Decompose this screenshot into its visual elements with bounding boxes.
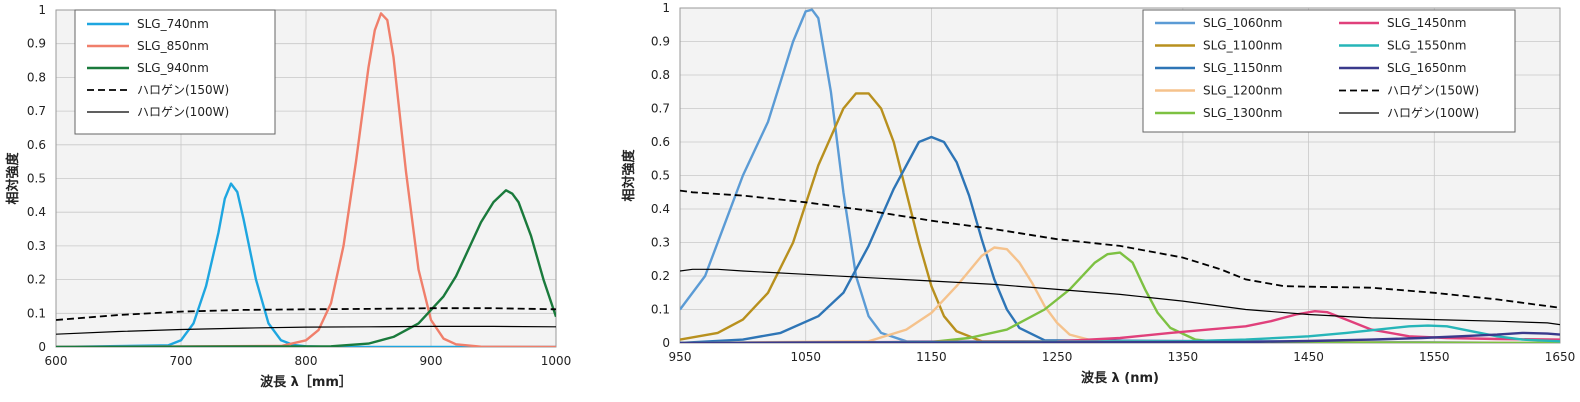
legend-box-0 xyxy=(74,9,276,135)
x-tick-label-0-2: 800 xyxy=(295,354,318,368)
x-tick-label-1-0: 950 xyxy=(669,350,692,364)
series-line-0-2 xyxy=(56,189,556,347)
y-tick-label-1-3: 0.3 xyxy=(651,236,670,250)
legend-label-0-0: SLG_740nm xyxy=(137,17,209,31)
series-line-1-6 xyxy=(680,324,1560,343)
y-tick-label-0-2: 0.2 xyxy=(27,273,46,287)
legend-label-1-4: SLG_1300nm xyxy=(1203,106,1282,120)
x-tick-label-1-3: 1250 xyxy=(1042,350,1073,364)
y-tick-label-0-8: 0.8 xyxy=(27,70,46,84)
x-tick-label-1-2: 1150 xyxy=(916,350,947,364)
series-line-0-1 xyxy=(56,12,556,347)
y-tick-label-0-6: 0.6 xyxy=(27,138,46,152)
y-tick-label-1-1: 0.1 xyxy=(651,303,670,317)
y-tick-label-0-3: 0.3 xyxy=(27,239,46,253)
legend-label-1-1: SLG_1100nm xyxy=(1203,39,1282,53)
series-line-0-3 xyxy=(56,307,556,321)
legend-label-1-9: ハロゲン(100W) xyxy=(1387,106,1479,120)
x-tick-label-1-7: 1650 xyxy=(1545,350,1576,364)
y-tick-label-0-0: 0 xyxy=(38,340,46,354)
x-tick-label-1-5: 1450 xyxy=(1293,350,1324,364)
y-axis-title-0: 相対強度 xyxy=(5,152,21,205)
legend-label-1-8: ハロゲン(150W) xyxy=(1387,84,1479,98)
y-tick-label-1-9: 0.9 xyxy=(651,35,670,49)
series-line-1-2 xyxy=(680,135,1560,343)
y-tick-label-0-10: 1 xyxy=(38,3,46,17)
legend-label-1-5: SLG_1450nm xyxy=(1387,16,1466,30)
y-tick-label-1-10: 1 xyxy=(662,1,670,15)
y-tick-label-1-4: 0.4 xyxy=(651,202,670,216)
x-tick-label-0-3: 900 xyxy=(420,354,443,368)
y-tick-label-0-5: 0.5 xyxy=(27,172,46,186)
series-line-1-9 xyxy=(680,268,1560,326)
y-tick-label-0-1: 0.1 xyxy=(27,306,46,320)
series-line-0-4 xyxy=(56,325,556,335)
y-axis-title-1: 相対強度 xyxy=(621,149,637,202)
y-tick-label-0-4: 0.4 xyxy=(27,205,46,219)
x-axis-title-1: 波長 λ (nm) xyxy=(1081,370,1159,386)
y-tick-label-1-6: 0.6 xyxy=(651,135,670,149)
legend-label-0-4: ハロゲン(100W) xyxy=(137,105,229,119)
legend-label-1-6: SLG_1550nm xyxy=(1387,39,1466,53)
x-tick-label-0-4: 1000 xyxy=(541,354,572,368)
series-line-1-4 xyxy=(680,251,1560,343)
legend-label-1-3: SLG_1200nm xyxy=(1203,84,1282,98)
legend-label-1-0: SLG_1060nm xyxy=(1203,16,1282,30)
legend-box-1 xyxy=(1142,9,1516,133)
x-axis-title-0: 波長 λ［mm］ xyxy=(260,374,352,390)
series-line-1-0 xyxy=(680,8,1560,343)
y-tick-label-1-0: 0 xyxy=(662,336,670,350)
x-tick-label-1-6: 1550 xyxy=(1419,350,1450,364)
series-line-1-1 xyxy=(680,92,1560,343)
y-tick-label-1-7: 0.7 xyxy=(651,102,670,116)
x-tick-label-0-0: 600 xyxy=(45,354,68,368)
series-line-1-3 xyxy=(680,246,1560,343)
legend-label-0-3: ハロゲン(150W) xyxy=(137,83,229,97)
x-tick-label-1-1: 1050 xyxy=(790,350,821,364)
y-tick-label-0-9: 0.9 xyxy=(27,37,46,51)
legend-label-0-2: SLG_940nm xyxy=(137,61,209,75)
legend-label-0-1: SLG_850nm xyxy=(137,39,209,53)
y-tick-label-0-7: 0.7 xyxy=(27,104,46,118)
y-tick-label-1-8: 0.8 xyxy=(651,68,670,82)
x-tick-label-1-4: 1350 xyxy=(1168,350,1199,364)
series-line-1-7 xyxy=(680,331,1560,343)
y-tick-label-1-2: 0.2 xyxy=(651,269,670,283)
y-tick-label-1-5: 0.5 xyxy=(651,169,670,183)
legend-label-1-2: SLG_1150nm xyxy=(1203,61,1282,75)
series-line-1-8 xyxy=(680,189,1560,309)
legend-label-1-7: SLG_1650nm xyxy=(1387,61,1466,75)
x-tick-label-0-1: 700 xyxy=(170,354,193,368)
